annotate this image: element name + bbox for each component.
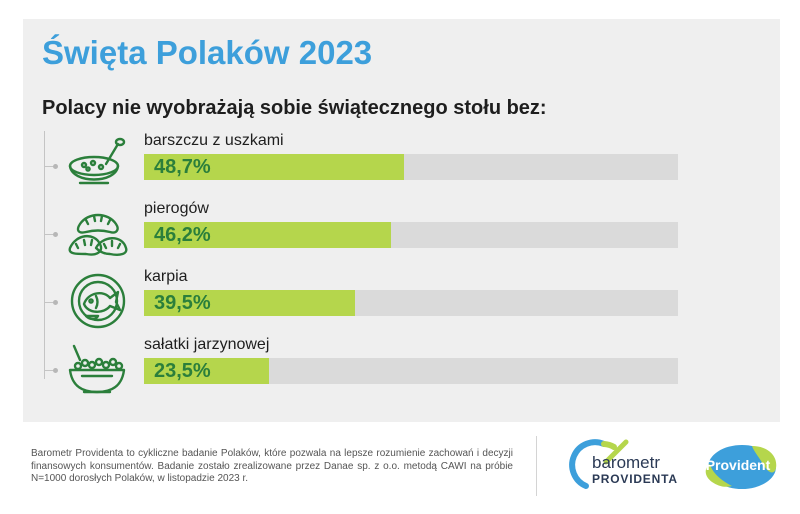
timeline-tick [44,368,58,373]
bar [144,222,391,248]
salad-bowl-icon [68,344,126,394]
timeline-line [44,131,45,379]
timeline-tick [44,164,58,169]
methodology-note: Barometr Providenta to cykliczne badanie… [31,448,513,484]
bar-value-label: 48,7% [154,156,211,178]
category-label: pierogów [144,200,209,217]
timeline-tick [44,232,58,237]
bar-track: 48,7% [144,154,678,180]
bar [144,358,270,384]
barometr-providenta-logo: barometr PROVIDENTA [566,436,678,492]
bar-row-salatka: sałatki jarzynowej 23,5% [23,333,723,401]
barometr-wordmark: barometr [592,453,661,472]
page-title: Święta Polaków 2023 [42,34,373,71]
bar-value-label: 46,2% [154,224,211,246]
category-label: barszczu z uszkami [144,132,284,149]
category-label: sałatki jarzynowej [144,336,270,353]
timeline-tick [44,300,58,305]
category-label: karpia [144,268,188,285]
providenta-wordmark: PROVIDENTA [592,472,678,486]
provident-logo: Provident [698,442,778,492]
footer-divider [536,436,537,496]
provident-blob-icon [705,445,777,489]
chart-panel: Święta Polaków 2023 Polacy nie wyobrażaj… [23,19,780,422]
bar-row-barszcz: barszczu z uszkami 48,7% [23,129,723,197]
bar-value-label: 23,5% [154,360,211,382]
bar-track: 23,5% [144,358,678,384]
soup-bowl-icon [68,137,126,185]
bar [144,154,405,180]
provident-wordmark: Provident [705,457,771,473]
bar-track: 39,5% [144,290,678,316]
pierogi-icon [68,213,128,256]
bar-track: 46,2% [144,222,678,248]
bar-value-label: 39,5% [154,292,211,314]
barometr-arc-icon [569,439,629,489]
carp-plate-icon [70,273,126,329]
chart-subtitle: Polacy nie wyobrażają sobie świątecznego… [42,97,547,119]
bar-row-karp: karpia 39,5% [23,265,723,333]
bar [144,290,355,316]
bar-row-pierogi: pierogów 46,2% [23,197,723,265]
